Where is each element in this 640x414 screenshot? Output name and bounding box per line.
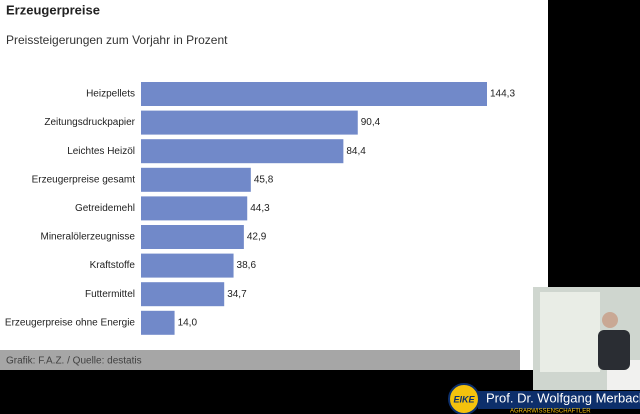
bar — [141, 82, 487, 106]
bar — [141, 110, 358, 135]
bar — [141, 253, 234, 278]
bars: Heizpellets 144,3 Zeitungsdruckpapier 90,4 L… — [5, 82, 515, 335]
value-label: 42,9 — [247, 232, 267, 243]
speaker-name: Prof. Dr. Wolfgang Merbach — [486, 390, 640, 405]
source: Grafik: F.A.Z. / Quelle: destatis — [6, 356, 142, 367]
chart-subtitle: Preissteigerungen zum Vorjahr in Prozent — [6, 33, 228, 47]
value-label: 84,4 — [346, 146, 366, 157]
bar — [141, 282, 225, 307]
category-label: Kraftstoffe — [90, 260, 136, 271]
logo — [448, 383, 480, 414]
inset-body — [598, 330, 630, 370]
bar — [141, 139, 344, 164]
category-label: Futtermittel — [85, 289, 135, 300]
logo-text: EIKE — [453, 394, 475, 404]
inset-head — [602, 312, 618, 328]
category-label: Zeitungsdruckpapier — [44, 117, 135, 128]
video-inset — [533, 287, 640, 390]
caption-bar — [478, 391, 640, 409]
category-label: Heizpellets — [86, 89, 135, 100]
value-label: 34,7 — [227, 289, 247, 300]
value-label: 45,8 — [254, 174, 274, 185]
bar — [141, 196, 248, 221]
video-controls — [0, 350, 520, 370]
category-label: Mineralölerzeugnisse — [41, 232, 136, 243]
chart-title: Erzeugerpreise — [6, 2, 100, 17]
chart-area — [0, 0, 548, 370]
value-label: 38,6 — [237, 260, 257, 271]
value-label: 90,4 — [361, 117, 381, 128]
bar — [141, 225, 244, 249]
value-label: 144,3 — [490, 89, 515, 100]
inset-wall — [540, 292, 600, 372]
speaker-role: AGRARWISSENSCHAFTLER — [510, 409, 591, 414]
category-label: Getreidemehl — [75, 203, 135, 214]
value-label: 44,3 — [250, 203, 270, 214]
category-label: Erzeugerpreise gesamt — [32, 174, 136, 185]
value-label: 14,0 — [178, 317, 198, 328]
bar — [141, 310, 175, 335]
bar — [141, 167, 251, 192]
category-label: Erzeugerpreise ohne Energie — [5, 317, 136, 328]
category-label: Leichtes Heizöl — [67, 146, 135, 157]
